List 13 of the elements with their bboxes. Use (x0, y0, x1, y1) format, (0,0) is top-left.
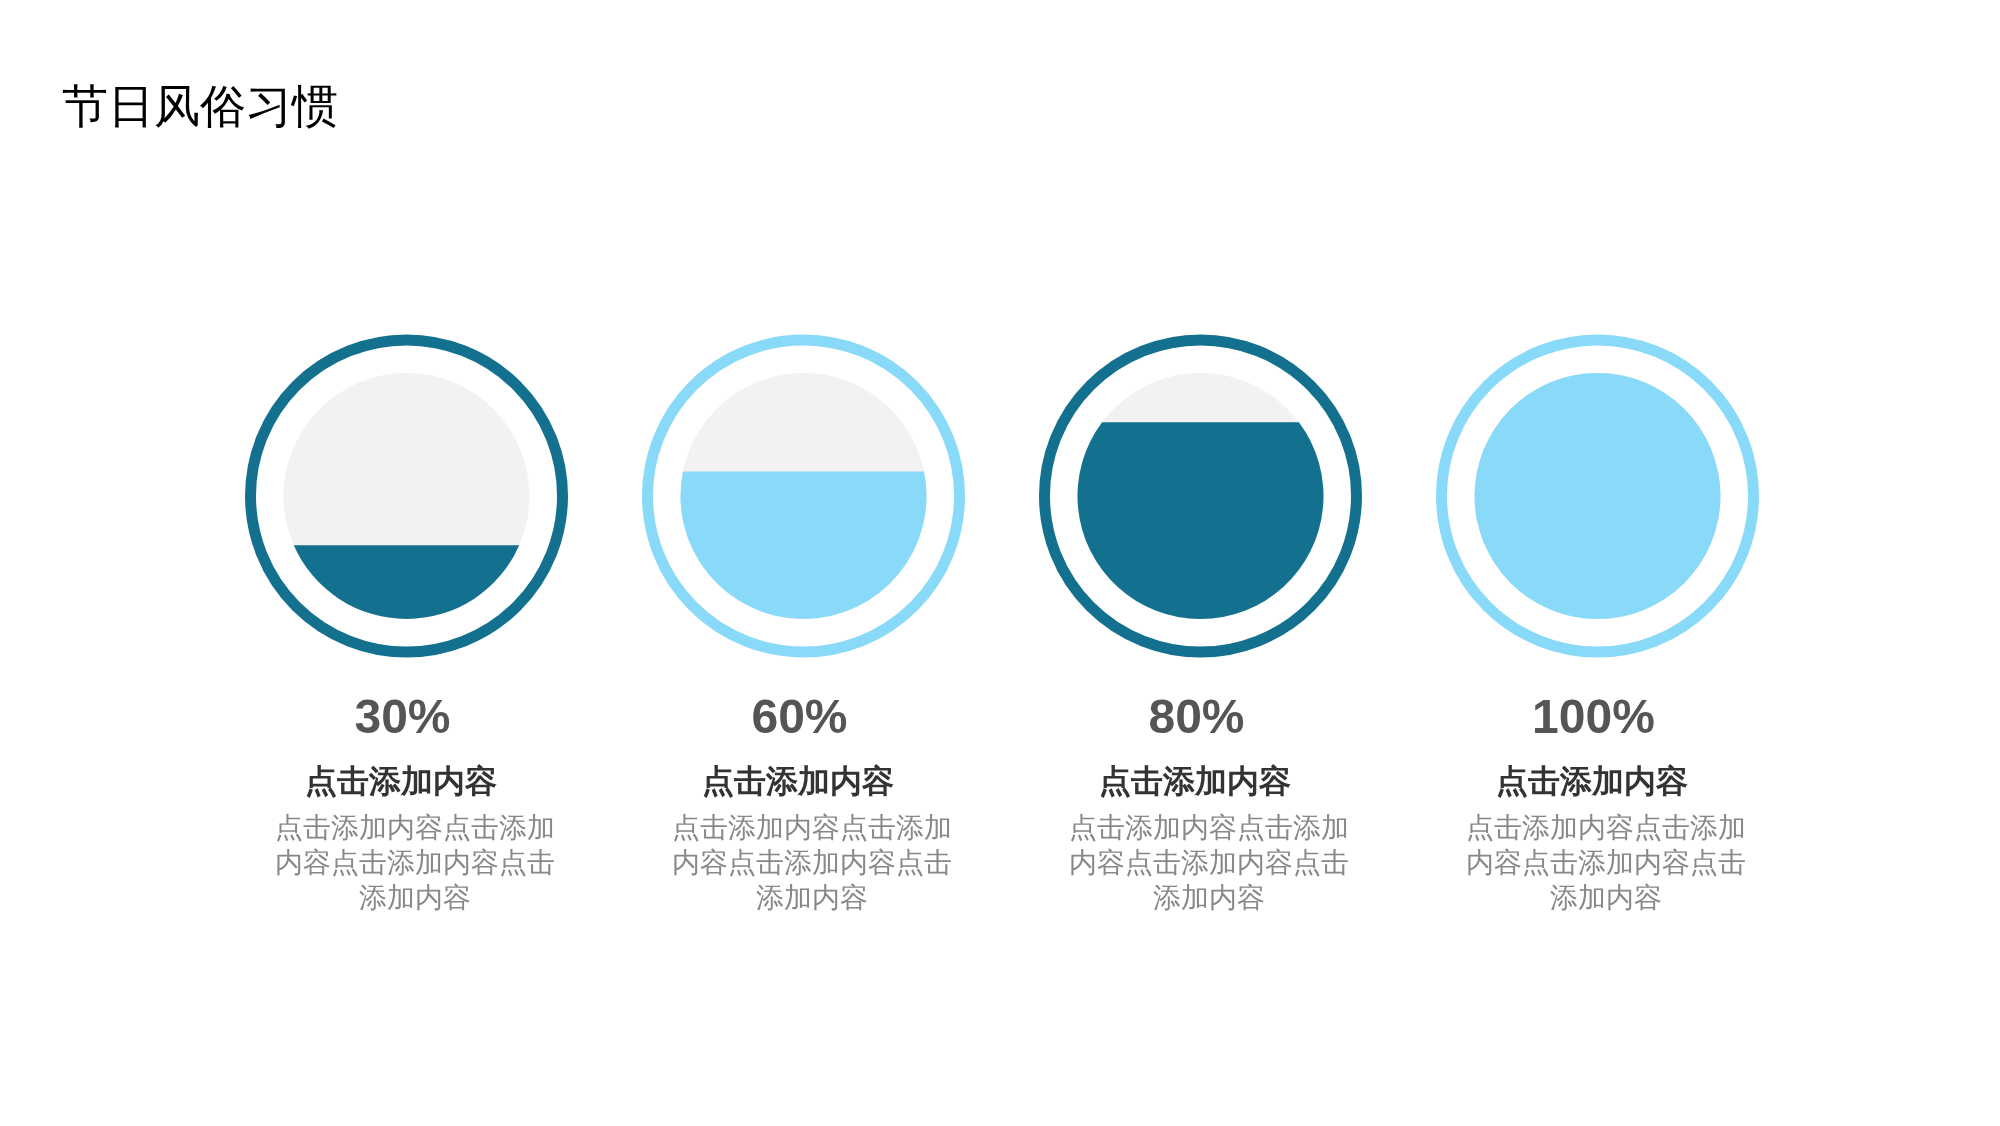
data-label: 30% (354, 690, 451, 743)
category-label: 点击添加内容 (1098, 762, 1291, 800)
data-label: 80% (1148, 690, 1245, 743)
category-label: 点击添加内容 (304, 762, 497, 800)
text: 节日风俗习惯 (62, 79, 338, 133)
category-label: 点击添加内容 (1495, 762, 1688, 800)
category-label: 点击添加内容 (701, 762, 894, 800)
text: 点击添加内容点击添加内容点击添加内容点击添加内容 (1068, 811, 1349, 914)
text: 点击添加内容点击添加内容点击添加内容点击添加内容 (1465, 811, 1746, 914)
text: 点击添加内容点击添加内容点击添加内容点击添加内容 (274, 811, 555, 914)
data-label: 100% (1532, 690, 1655, 743)
text: 点击添加内容点击添加内容点击添加内容点击添加内容 (671, 811, 952, 914)
data-label: 60% (751, 690, 848, 743)
